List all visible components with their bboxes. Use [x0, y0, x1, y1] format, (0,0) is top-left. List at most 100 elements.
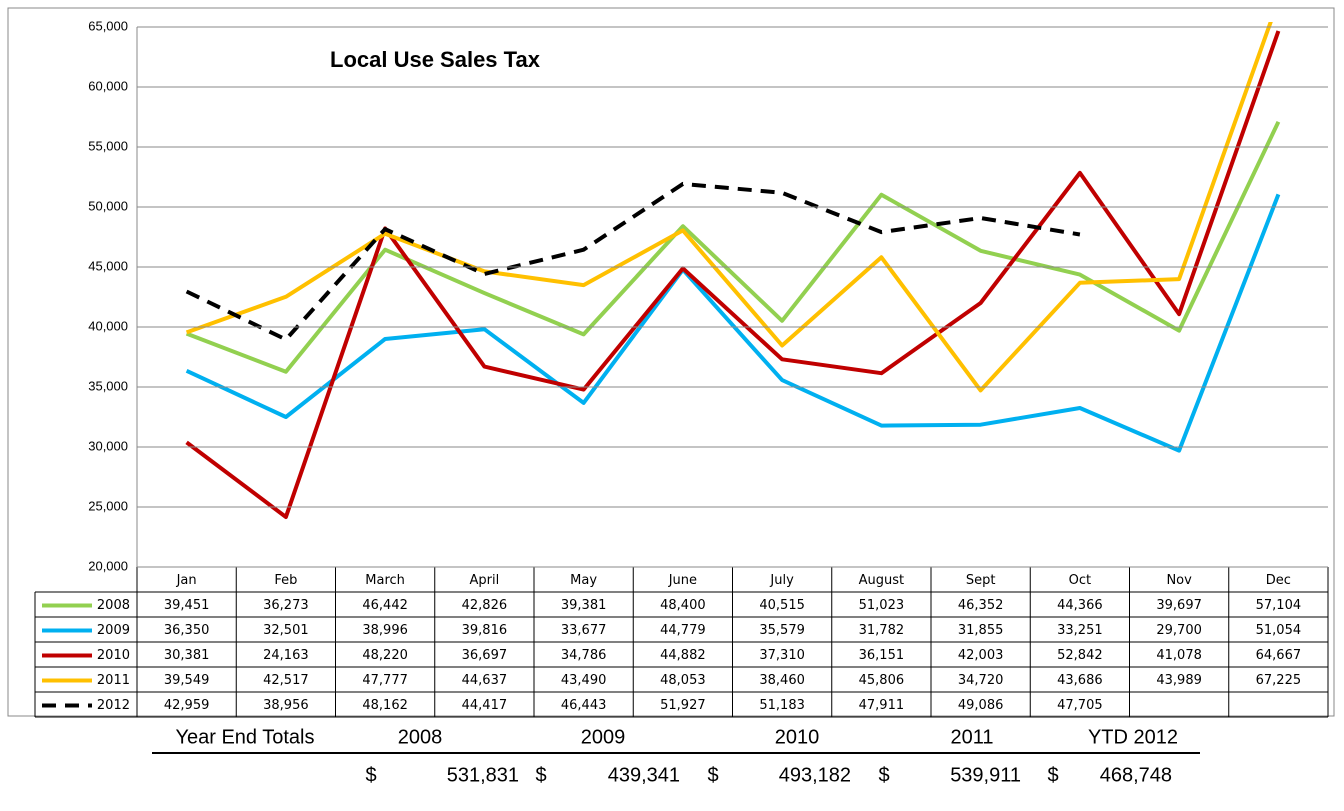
- table-value: 36,273: [263, 598, 309, 613]
- series-line: [185, 30, 1281, 519]
- table-value: 39,451: [164, 598, 210, 613]
- table-value: 46,352: [958, 598, 1004, 613]
- table-value: 33,251: [1057, 623, 1103, 638]
- x-tick-label: Nov: [1166, 573, 1192, 588]
- table-value: 31,782: [859, 623, 905, 638]
- table-value: 38,460: [759, 673, 805, 688]
- x-tick-label: Oct: [1069, 573, 1091, 588]
- table-value: 37,310: [759, 648, 805, 663]
- totals-title: Year End Totals: [176, 726, 315, 748]
- table-value: 64,667: [1256, 648, 1302, 663]
- table-value: 44,366: [1057, 598, 1103, 613]
- y-tick-label: 20,000: [88, 558, 128, 573]
- legend-label: 2009: [97, 623, 130, 638]
- table-value: 36,151: [859, 648, 905, 663]
- totals-header: 2009: [581, 726, 626, 748]
- table-value: 44,417: [462, 698, 508, 713]
- y-tick-label: 35,000: [88, 378, 128, 393]
- table-value: 51,054: [1256, 623, 1302, 638]
- table-value: 39,549: [164, 673, 210, 688]
- table-value: 39,381: [561, 598, 607, 613]
- x-tick-label: March: [365, 573, 405, 588]
- totals-value: 439,341: [608, 764, 680, 786]
- y-tick-label: 65,000: [88, 18, 128, 33]
- totals-value: 531,831: [447, 764, 519, 786]
- y-tick-label: 40,000: [88, 318, 128, 333]
- table-value: 57,104: [1256, 598, 1302, 613]
- chart-border: [7, 7, 1335, 717]
- x-tick-label: April: [470, 573, 500, 588]
- currency-symbol: $: [535, 764, 546, 786]
- x-tick-label: July: [769, 573, 794, 588]
- table-value: 46,443: [561, 698, 607, 713]
- table-value: 48,053: [660, 673, 706, 688]
- table-value: 41,078: [1156, 648, 1202, 663]
- table-value: 38,956: [263, 698, 309, 713]
- table-value: 52,842: [1057, 648, 1103, 663]
- totals-value: 493,182: [779, 764, 851, 786]
- x-tick-label: August: [859, 573, 905, 588]
- table-value: 44,637: [462, 673, 508, 688]
- table-value: 39,697: [1156, 598, 1202, 613]
- table-value: 39,816: [462, 623, 508, 638]
- legend-label: 2012: [97, 698, 130, 713]
- series-line: [185, 193, 1281, 453]
- table-value: 51,023: [859, 598, 905, 613]
- x-tick-label: Jan: [176, 573, 197, 588]
- x-tick-label: June: [668, 573, 697, 588]
- table-value: 51,183: [759, 698, 805, 713]
- table-value: 42,517: [263, 673, 309, 688]
- table-value: 24,163: [263, 648, 309, 663]
- table-value: 32,501: [263, 623, 309, 638]
- table-value: 44,779: [660, 623, 706, 638]
- totals-value: 468,748: [1100, 764, 1172, 786]
- totals-value: 539,911: [950, 764, 1021, 786]
- legend-label: 2008: [97, 598, 130, 613]
- y-tick-label: 25,000: [88, 498, 128, 513]
- table-value: 47,705: [1057, 698, 1103, 713]
- table-value: 36,350: [164, 623, 210, 638]
- table-value: 45,806: [859, 673, 905, 688]
- table-value: 46,442: [362, 598, 408, 613]
- totals-header: 2010: [775, 726, 820, 748]
- table-value: 43,686: [1057, 673, 1103, 688]
- table-value: 48,162: [362, 698, 408, 713]
- table-value: 51,927: [660, 698, 706, 713]
- x-tick-label: Sept: [966, 573, 996, 588]
- legend-label: 2010: [97, 648, 130, 663]
- table-value: 67,225: [1256, 673, 1302, 688]
- table-value: 29,700: [1156, 623, 1202, 638]
- table-value: 42,003: [958, 648, 1004, 663]
- table-value: 47,777: [362, 673, 408, 688]
- y-tick-label: 55,000: [88, 138, 128, 153]
- plot-area: [185, 22, 1281, 519]
- totals-header: YTD 2012: [1088, 726, 1178, 748]
- table-value: 34,786: [561, 648, 607, 663]
- chart-title: Local Use Sales Tax: [330, 47, 541, 72]
- x-tick-label: Feb: [274, 573, 297, 588]
- totals-header: 2008: [398, 726, 443, 748]
- table-value: 43,490: [561, 673, 607, 688]
- table-value: 33,677: [561, 623, 607, 638]
- currency-symbol: $: [878, 764, 889, 786]
- data-table: Jan Feb March April May June July August Sept Oct…: [34, 566, 1329, 718]
- table-value: 40,515: [759, 598, 805, 613]
- y-tick-label: 45,000: [88, 258, 128, 273]
- table-value: 42,959: [164, 698, 210, 713]
- table-value: 42,826: [462, 598, 508, 613]
- x-tick-label: Dec: [1266, 573, 1291, 588]
- totals-header: 2011: [950, 726, 993, 748]
- table-value: 31,855: [958, 623, 1004, 638]
- table-value: 36,697: [462, 648, 508, 663]
- table-value: 34,720: [958, 673, 1004, 688]
- currency-symbol: $: [1047, 764, 1058, 786]
- currency-symbol: $: [707, 764, 718, 786]
- table-value: 30,381: [164, 648, 210, 663]
- series-line: [185, 22, 1273, 393]
- currency-symbol: $: [365, 764, 376, 786]
- table-value: 38,996: [362, 623, 408, 638]
- table-value: 44,882: [660, 648, 706, 663]
- y-tick-label: 50,000: [88, 198, 128, 213]
